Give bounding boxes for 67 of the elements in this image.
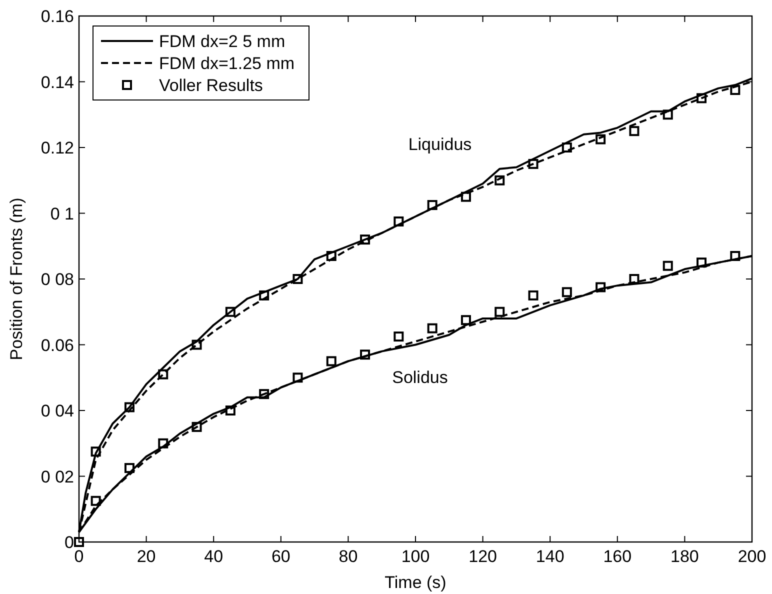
point (158, 369, 168, 380)
point (90, 446, 101, 457)
x-tick-label: 20 (136, 547, 156, 566)
point (696, 258, 707, 268)
x-tick-label: 100 (401, 547, 430, 566)
x-tick-label: 40 (204, 547, 224, 566)
point (596, 282, 606, 292)
point (629, 126, 640, 136)
y-tick-label: 0 04 (40, 402, 74, 420)
point (427, 200, 438, 210)
point (259, 290, 270, 300)
y-tick-label: 0 02 (40, 467, 74, 486)
point (158, 438, 168, 448)
y-axis-title: Position of Fronts (m) (7, 198, 26, 360)
y-tick-label: 0.12 (40, 138, 74, 158)
point (90, 496, 101, 506)
point (192, 340, 202, 350)
point (730, 84, 740, 95)
point (192, 422, 202, 432)
point (225, 306, 236, 317)
point (292, 372, 303, 383)
x-tick-label: 180 (670, 547, 699, 566)
annotation: Liquidus (408, 135, 472, 154)
x-tick-label: 80 (338, 547, 358, 566)
y-tick-label: 0.16 (40, 7, 74, 26)
point (225, 406, 236, 416)
point (292, 274, 303, 284)
point (427, 323, 438, 334)
point (562, 142, 572, 152)
point (360, 350, 370, 360)
y-tick-label: 0 1 (50, 204, 74, 224)
point (494, 175, 505, 186)
legend-label: Voller Results (159, 76, 263, 95)
point (394, 216, 404, 226)
point (629, 274, 640, 284)
point (460, 192, 471, 202)
x-axis-title: Time (s) (384, 573, 446, 592)
point (460, 315, 471, 326)
y-tick-label: 0.06 (40, 336, 74, 355)
point (394, 332, 404, 342)
x-tick-label: 200 (738, 547, 766, 566)
point (74, 537, 84, 547)
point (326, 250, 336, 261)
annotation: Solidus (392, 368, 448, 387)
point (662, 110, 673, 120)
x-tick-label: 60 (271, 547, 290, 566)
point (562, 287, 572, 298)
point (360, 234, 370, 245)
point (326, 356, 336, 366)
point (596, 134, 606, 144)
point (494, 306, 505, 317)
legend-label: FDM dx=2 5 mm (159, 32, 286, 51)
point (696, 93, 707, 104)
point (662, 260, 673, 271)
point (730, 250, 740, 261)
y-tick-label: 0 (64, 533, 74, 552)
point (528, 290, 538, 300)
point (124, 463, 134, 474)
point (528, 158, 538, 169)
y-tick-label: 0.14 (40, 72, 74, 92)
x-tick-label: 120 (468, 547, 497, 566)
point (259, 389, 270, 400)
y-tick-label: 0 08 (40, 270, 74, 289)
legend-label: FDM dx=1.25 mm (159, 54, 295, 73)
point (124, 402, 134, 412)
x-tick-label: 140 (536, 547, 564, 566)
x-tick-label: 160 (603, 547, 632, 566)
